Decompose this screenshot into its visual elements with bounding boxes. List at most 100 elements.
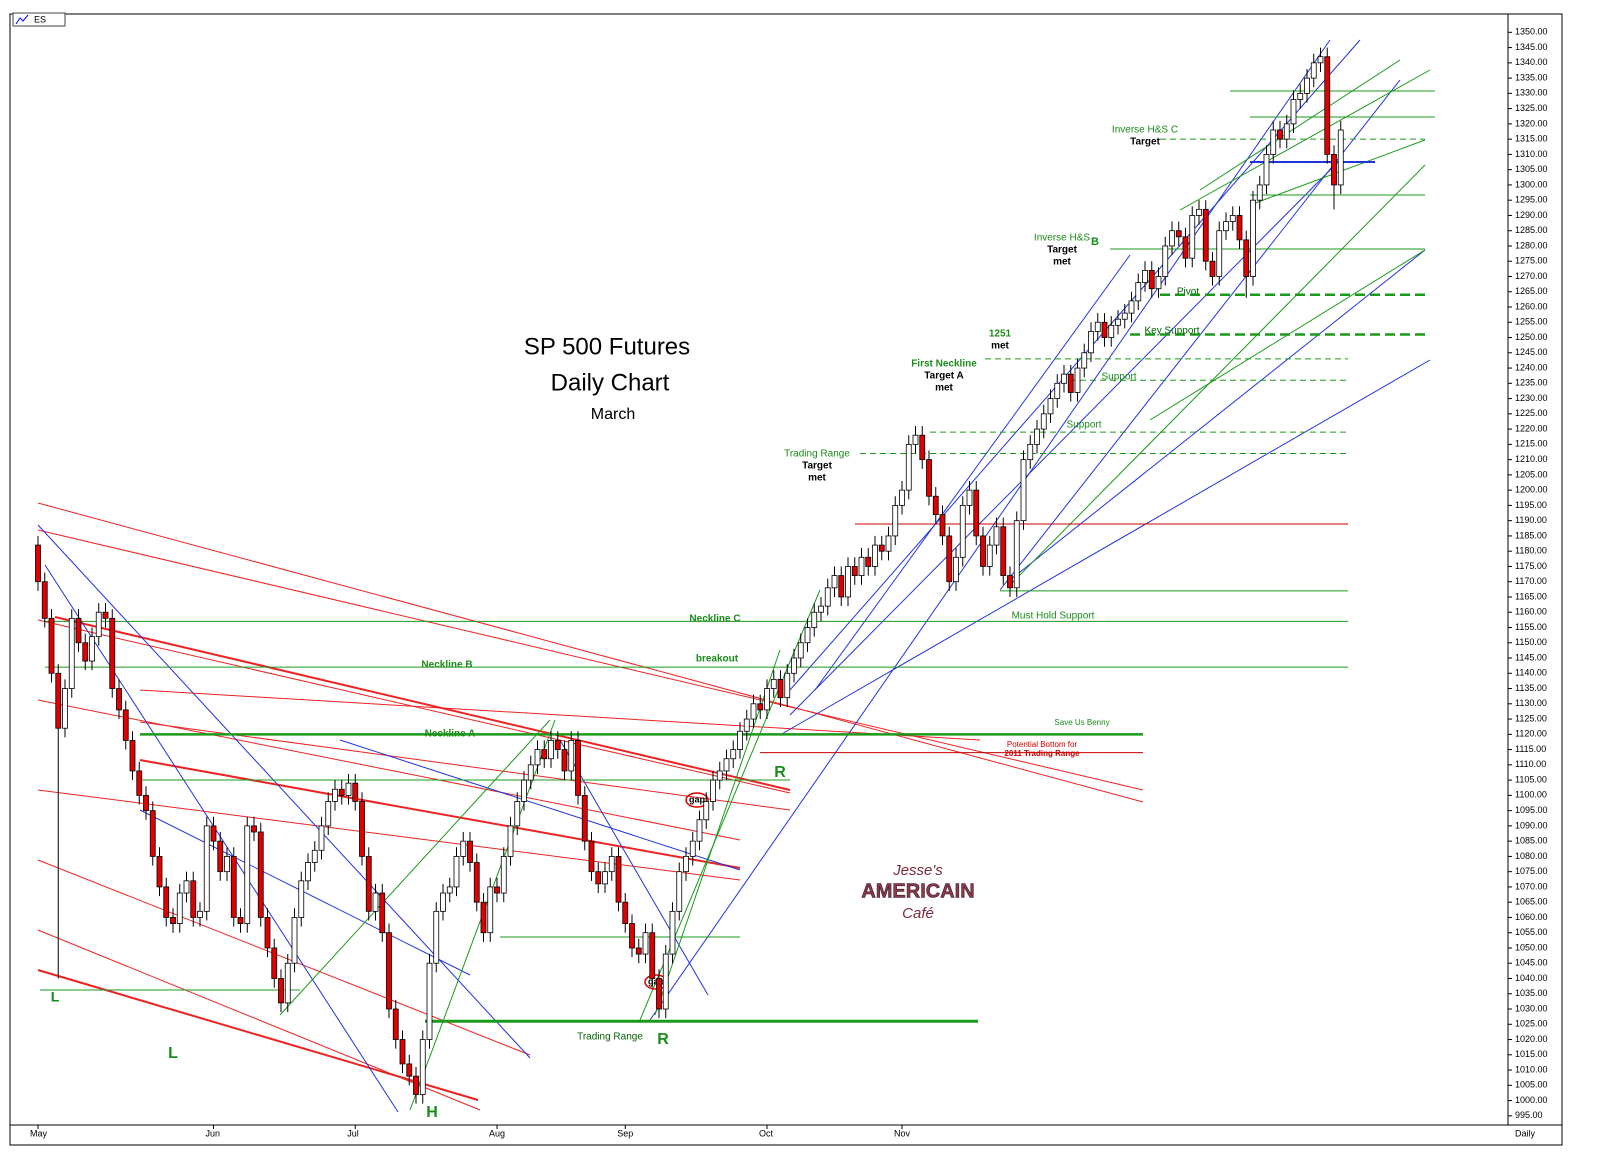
candle-body	[136, 770, 143, 796]
y-tick-label: 1350.00	[1515, 27, 1548, 37]
ticker: ES	[34, 14, 46, 24]
y-tick-label: 1000.00	[1515, 1095, 1548, 1105]
annotation: Support	[1101, 372, 1136, 383]
y-tick-label: 1170.00	[1515, 576, 1547, 586]
candle-body	[1310, 62, 1317, 79]
plot-frame	[9, 13, 1509, 1126]
candle-body	[1297, 92, 1304, 100]
y-tick-label: 1335.00	[1515, 72, 1548, 82]
trendline	[279, 719, 551, 1016]
candle-body	[1175, 230, 1182, 238]
chart-subtitle: Daily Chart	[551, 369, 670, 396]
y-tick-label: 1310.00	[1515, 149, 1548, 159]
annotation: Target A	[924, 371, 963, 382]
candle-body	[176, 892, 183, 924]
candle-body	[1054, 382, 1061, 399]
candle-body	[1263, 154, 1270, 186]
candle-body	[1040, 413, 1047, 430]
y-tick-label: 1125.00	[1515, 713, 1547, 723]
y-tick-label: 1260.00	[1515, 301, 1548, 311]
candle-body	[878, 544, 885, 552]
candle-body	[116, 688, 122, 711]
candle-body	[1081, 352, 1088, 369]
candle-body	[986, 544, 993, 567]
candle-body	[865, 556, 872, 567]
candle-body	[608, 856, 615, 873]
candle-body	[851, 566, 858, 577]
candle-body	[1094, 321, 1101, 332]
candle-body	[703, 801, 710, 821]
trendline	[139, 721, 791, 811]
candle-body	[595, 871, 602, 885]
candle-body	[561, 749, 568, 772]
candle-body	[1304, 77, 1310, 94]
trendline	[559, 739, 709, 996]
watermark: AMERICAIN	[861, 880, 974, 902]
candle-body	[1162, 245, 1169, 277]
candle-body	[507, 825, 514, 857]
candle-body	[359, 801, 365, 857]
candle-body	[811, 611, 818, 628]
candle-body	[1169, 230, 1175, 247]
candle-body	[635, 947, 642, 955]
candle-body	[629, 923, 635, 949]
candle-body	[1074, 367, 1081, 393]
candle-body	[1115, 318, 1121, 326]
candle-body	[939, 514, 946, 537]
y-tick-label: 1185.00	[1515, 530, 1547, 540]
candle-body	[527, 764, 534, 781]
candle-body	[615, 856, 622, 903]
y-tick-label: 1090.00	[1515, 820, 1548, 830]
trendline	[1009, 249, 1426, 581]
candle-body	[338, 788, 345, 796]
candle-body	[642, 932, 649, 955]
candle-body	[298, 880, 305, 918]
y-tick-label: 1320.00	[1515, 118, 1548, 128]
candle-body	[446, 886, 453, 894]
y-tick-label: 1135.00	[1515, 683, 1547, 693]
candle-body	[662, 953, 669, 1010]
trendline	[37, 699, 741, 841]
candle-body	[764, 688, 770, 711]
y-tick-label: 1165.00	[1515, 591, 1547, 601]
y-tick-label: 1055.00	[1515, 927, 1548, 937]
y-tick-label: 1195.00	[1515, 500, 1547, 510]
candle-body	[433, 910, 440, 964]
candle-body	[352, 782, 359, 802]
candle-body	[872, 544, 878, 567]
y-tick-label: 1325.00	[1515, 103, 1548, 113]
candle-body	[1007, 575, 1013, 589]
y-tick-label: 1010.00	[1515, 1064, 1548, 1074]
candle-body	[730, 749, 737, 760]
trendline	[37, 529, 1144, 791]
candle-body	[696, 819, 703, 842]
candle-body	[494, 886, 500, 894]
y-tick-label: 1050.00	[1515, 942, 1548, 952]
watermark: Café	[902, 905, 934, 922]
x-tick-label: May	[30, 1128, 48, 1138]
y-tick-label: 1145.00	[1515, 652, 1547, 662]
candle-body	[1236, 215, 1243, 241]
y-tick-label: 1265.00	[1515, 286, 1548, 296]
y-tick-label: 1220.00	[1515, 423, 1548, 433]
candle-body	[1101, 321, 1108, 338]
candle-body	[953, 556, 959, 583]
trendline	[1179, 69, 1431, 211]
annotation: met	[808, 473, 826, 484]
candle-body	[534, 749, 541, 766]
candle-body	[278, 978, 284, 1004]
candle-body	[716, 770, 723, 781]
y-tick-label: 1345.00	[1515, 42, 1548, 52]
y-tick-label: 1085.00	[1515, 836, 1548, 846]
trendline	[779, 359, 1431, 736]
ticker-icon	[15, 14, 29, 25]
trendline	[814, 254, 1131, 691]
y-tick-label: 1105.00	[1515, 774, 1547, 784]
y-tick-label: 1150.00	[1515, 637, 1547, 647]
annotation: Trading Range	[784, 449, 850, 460]
candle-body	[1142, 269, 1148, 283]
candle-body	[1250, 199, 1256, 277]
trendline	[37, 789, 741, 881]
candle-body	[332, 788, 338, 802]
